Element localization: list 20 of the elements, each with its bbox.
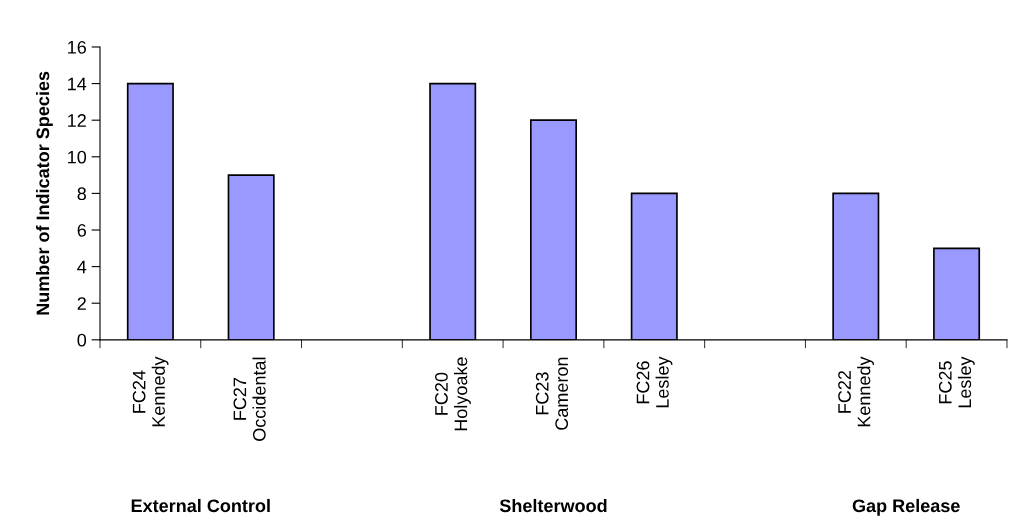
x-tick-label: FC22 Kennedy bbox=[838, 356, 874, 427]
x-tick-label: FC27 Occidental bbox=[233, 357, 266, 441]
y-tick-label: 8 bbox=[77, 187, 87, 201]
y-tick-label: 16 bbox=[68, 40, 86, 54]
y-tick-label: 4 bbox=[77, 260, 87, 274]
y-tick-label: 14 bbox=[68, 77, 87, 91]
text: External Control bbox=[131, 498, 270, 513]
y-tick-label: 6 bbox=[77, 223, 86, 237]
x-tick-label: FC23 Cameron bbox=[535, 357, 569, 430]
y-tick-label: 10 bbox=[68, 150, 87, 164]
x-tick-label: FC25 Lesley bbox=[938, 356, 975, 408]
y-tick-label: 12 bbox=[68, 114, 86, 127]
y-tick-label: 0 bbox=[77, 333, 87, 347]
x-tick-label: FC20 Holyoake bbox=[435, 357, 471, 431]
text: Gap Release bbox=[852, 498, 960, 516]
y-axis-title: Number of Indicator Species bbox=[35, 71, 53, 315]
text: Shelterwood bbox=[499, 498, 607, 513]
x-tick-label: FC26 Lesley bbox=[636, 356, 673, 408]
x-tick-label: FC24 Kennedy bbox=[132, 356, 169, 427]
y-tick-label: 2 bbox=[77, 297, 86, 310]
